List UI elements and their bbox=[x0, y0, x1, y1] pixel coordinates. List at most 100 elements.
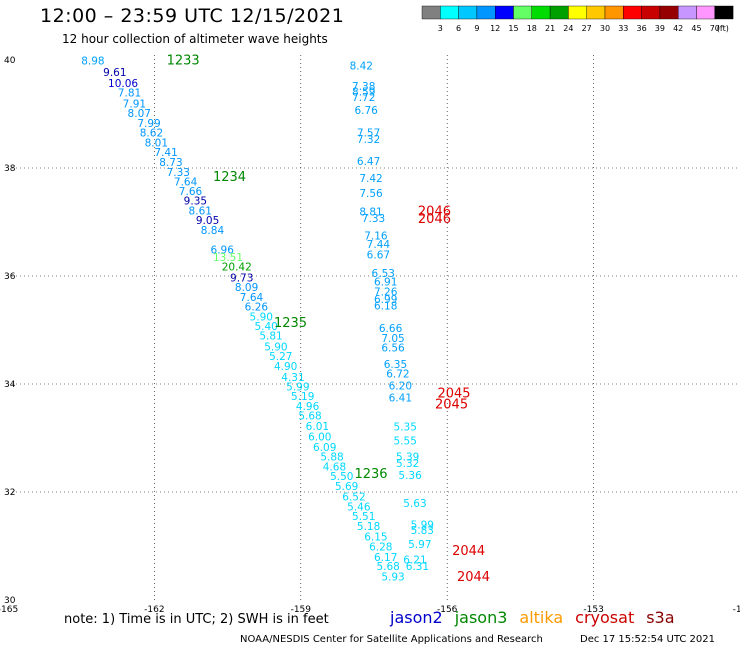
wave-height-value: 7.42 bbox=[359, 173, 382, 185]
wave-height-value: 6.96 bbox=[211, 244, 235, 256]
scale-label: 70 bbox=[710, 24, 720, 33]
wave-height-value: 6.76 bbox=[354, 105, 378, 117]
satellite-jason2: jason2 bbox=[390, 608, 443, 627]
wave-height-value: 4.31 bbox=[281, 372, 304, 384]
y-tick-label: 30 bbox=[4, 596, 16, 606]
wave-height-value: 7.41 bbox=[154, 147, 177, 159]
scale-label: 9 bbox=[474, 24, 479, 33]
satellite-jason3: jason3 bbox=[454, 608, 508, 627]
scale-unit: (ft) bbox=[717, 24, 729, 33]
wave-height-value: 10.06 bbox=[108, 78, 138, 90]
wave-height-value: 5.90 bbox=[250, 311, 273, 323]
scale-label: 30 bbox=[600, 24, 610, 33]
footer-timestamp: Dec 17 15:52:54 UTC 2021 bbox=[580, 634, 715, 645]
pass-time-label: 1236 bbox=[354, 467, 387, 482]
wave-height-value: 5.27 bbox=[269, 351, 292, 363]
wave-height-value: 8.98 bbox=[81, 55, 104, 67]
wave-height-value: 6.67 bbox=[367, 250, 390, 262]
pass-time-label: 2045 bbox=[437, 387, 470, 402]
scale-swatch bbox=[586, 5, 606, 20]
wave-height-value: 6.41 bbox=[389, 392, 412, 404]
chart-title: 12:00 – 23:59 UTC 12/15/2021 bbox=[40, 5, 345, 27]
wave-height-value: 7.32 bbox=[357, 134, 380, 146]
y-tick-label: 32 bbox=[4, 488, 15, 498]
wave-height-value: 6.15 bbox=[364, 532, 387, 544]
wave-height-value: 13.51 bbox=[213, 252, 243, 264]
scale-swatch bbox=[549, 5, 569, 20]
wave-height-value: 9.35 bbox=[184, 196, 207, 208]
wave-height-value: 8.84 bbox=[201, 225, 225, 237]
wave-height-value: 6.72 bbox=[386, 369, 409, 381]
scale-label: 39 bbox=[655, 24, 665, 33]
scale-swatch bbox=[440, 5, 459, 20]
wave-height-value: 6.00 bbox=[308, 432, 331, 444]
wave-height-value: 6.18 bbox=[374, 300, 397, 312]
scale-swatch bbox=[421, 5, 441, 20]
satellite-legend: jason2 jason3 altika cryosat s3a bbox=[390, 608, 687, 627]
wave-height-value: 7.91 bbox=[123, 99, 146, 111]
wave-height-value: 6.17 bbox=[374, 552, 397, 564]
wave-height-value: 5.97 bbox=[408, 539, 431, 551]
wave-height-value: 7.56 bbox=[359, 188, 383, 200]
wave-height-value: 7.33 bbox=[362, 213, 385, 225]
wave-height-value: 8.07 bbox=[128, 108, 151, 120]
wave-height-value: 5.51 bbox=[352, 511, 375, 523]
y-tick-label: 38 bbox=[4, 164, 16, 174]
grid-lines bbox=[8, 55, 740, 600]
wave-height-value: 9.73 bbox=[230, 272, 253, 284]
y-tick-label: 36 bbox=[4, 272, 16, 282]
wave-height-value: 9.61 bbox=[103, 67, 126, 79]
wave-height-value: 8.59 bbox=[352, 87, 375, 99]
scale-label: 45 bbox=[691, 24, 701, 33]
wave-height-value: 5.55 bbox=[394, 435, 417, 447]
scale-label: 18 bbox=[527, 24, 537, 33]
wave-height-value: 7.44 bbox=[367, 239, 391, 251]
wave-height-value: 7.05 bbox=[381, 333, 404, 345]
y-tick-label: 34 bbox=[4, 380, 16, 390]
wave-height-value: 5.83 bbox=[411, 525, 434, 537]
wave-height-value: 6.20 bbox=[389, 380, 412, 392]
scale-swatch bbox=[513, 5, 532, 20]
wave-height-value: 8.42 bbox=[350, 61, 373, 73]
wave-height-value: 5.39 bbox=[396, 452, 419, 464]
wave-height-value: 20.42 bbox=[222, 262, 252, 274]
data-points: 8.989.6110.067.817.918.077.998.628.017.4… bbox=[81, 55, 434, 583]
x-tick-label: -162 bbox=[144, 605, 164, 615]
wave-height-value: 5.68 bbox=[298, 411, 321, 423]
wave-height-value: 5.46 bbox=[347, 501, 371, 513]
scale-swatch bbox=[476, 5, 496, 20]
scale-swatch bbox=[568, 5, 587, 20]
scale-swatch bbox=[458, 5, 478, 20]
scale-swatch bbox=[623, 5, 642, 20]
pass-time-label: 2044 bbox=[452, 544, 485, 559]
x-tick-label: -165 bbox=[0, 605, 18, 615]
scale-swatch bbox=[696, 5, 715, 20]
wave-height-value: 5.36 bbox=[398, 470, 422, 482]
wave-height-value: 6.35 bbox=[384, 359, 407, 371]
pass-time-label: 2045 bbox=[435, 397, 468, 412]
wave-height-value: 6.28 bbox=[369, 541, 392, 553]
wave-height-value: 6.66 bbox=[379, 323, 403, 335]
wave-height-value: 5.50 bbox=[330, 471, 353, 483]
wave-height-value: 8.81 bbox=[359, 207, 382, 219]
satellite-cryosat: cryosat bbox=[575, 608, 635, 627]
y-tick-label: 40 bbox=[4, 56, 16, 66]
wave-height-value: 7.57 bbox=[357, 128, 380, 140]
scale-label: 12 bbox=[490, 24, 500, 33]
pass-time-label: 2046 bbox=[418, 212, 451, 227]
scale-label: 6 bbox=[456, 24, 461, 33]
wave-height-value: 6.99 bbox=[374, 294, 397, 306]
wave-height-value: 6.47 bbox=[357, 156, 380, 168]
scale-label: 3 bbox=[438, 24, 443, 33]
wave-height-value: 5.63 bbox=[403, 498, 426, 510]
wave-height-value: 6.52 bbox=[342, 492, 365, 504]
scale-label: 15 bbox=[508, 24, 518, 33]
wave-height-value: 6.26 bbox=[245, 302, 269, 314]
wave-height-value: 4.90 bbox=[274, 361, 297, 373]
wave-height-value: 8.09 bbox=[235, 282, 258, 294]
x-tick-label: -156 bbox=[437, 605, 458, 615]
wave-height-value: 6.09 bbox=[313, 442, 336, 454]
color-scale-legend: 3 6 9 12 15 18 21 24 27 30 33 36 39 42 45 70(ft) bbox=[421, 5, 734, 33]
